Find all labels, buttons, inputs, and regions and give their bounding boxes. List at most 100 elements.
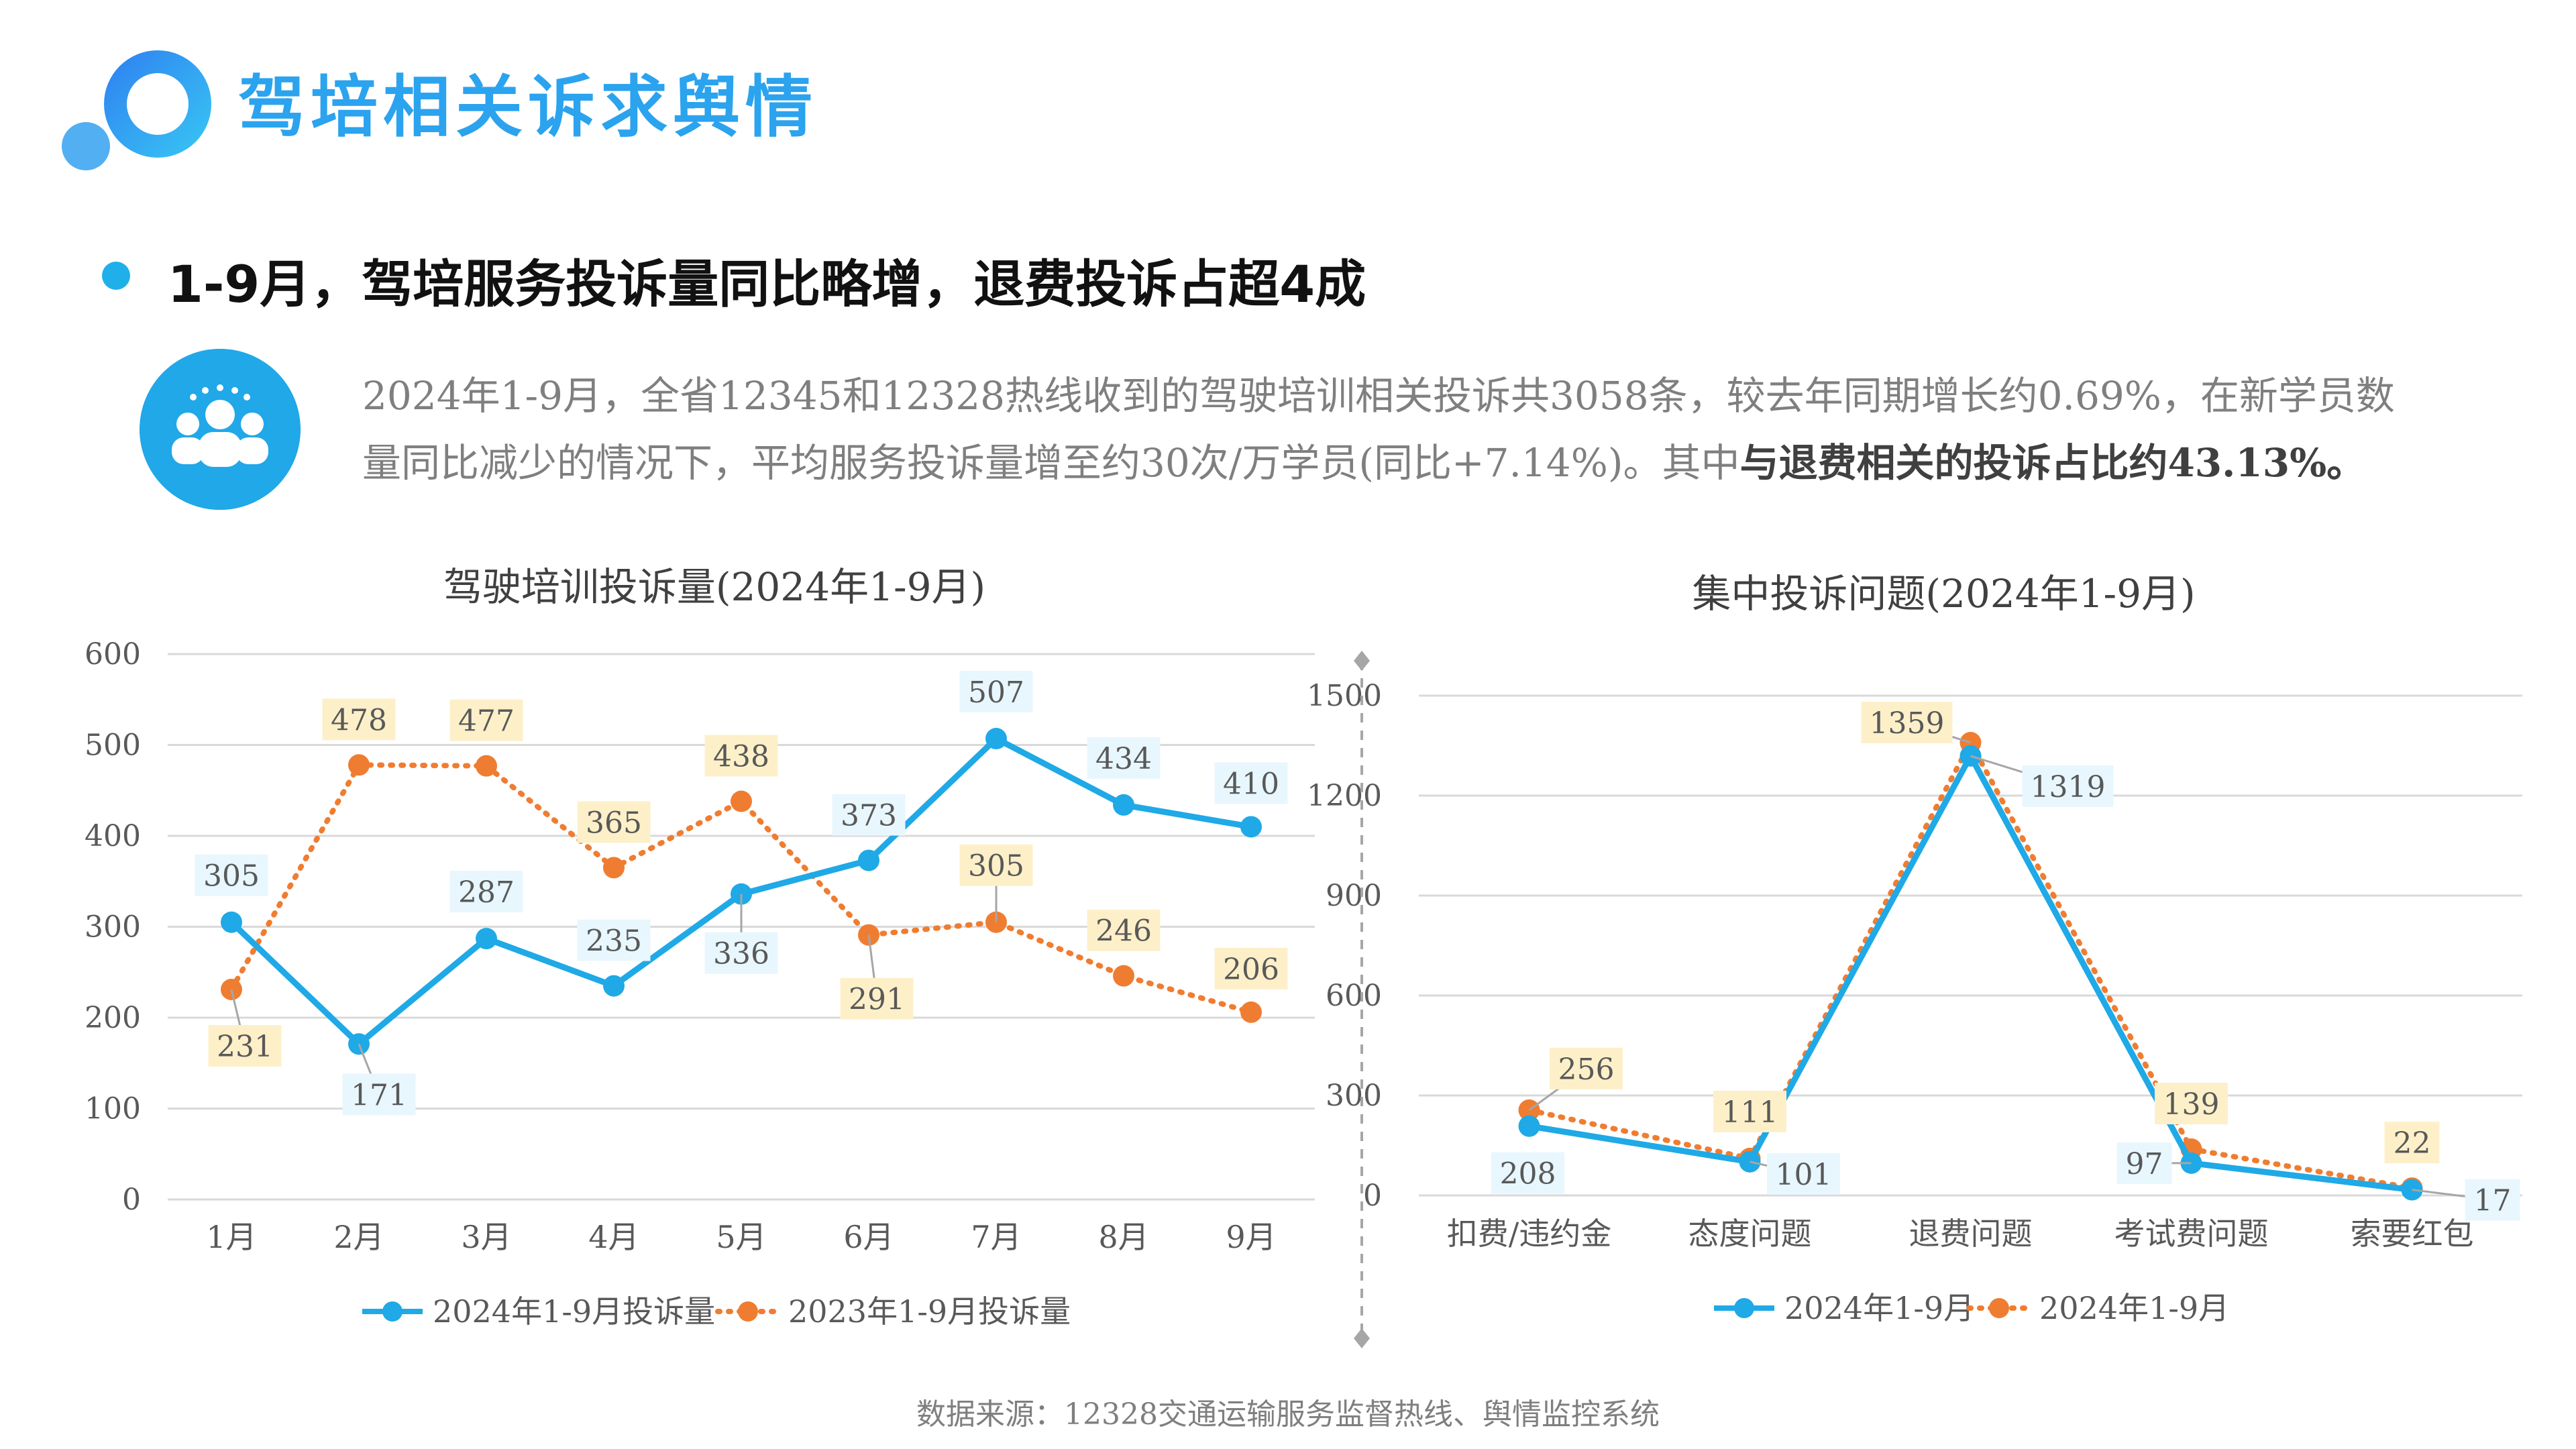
data-label: 477 (458, 704, 515, 739)
data-label-bg (208, 1024, 282, 1067)
legend-label: 2024年1-9月 (2039, 1290, 2229, 1326)
data-point (476, 755, 497, 777)
data-label-bg (2022, 765, 2114, 807)
data-label: 17 (2474, 1184, 2512, 1218)
data-label-bg (840, 977, 914, 1020)
y-tick-label: 600 (85, 637, 141, 672)
y-tick-label: 300 (1326, 1079, 1382, 1113)
x-tick-label: 扣费/违约金 (1447, 1216, 1612, 1252)
data-label-bg (577, 801, 651, 843)
data-label-bg (1713, 1090, 1786, 1132)
data-point (348, 754, 370, 776)
data-point (1240, 1001, 1262, 1023)
y-tick-label: 300 (85, 910, 141, 945)
data-label: 1319 (2031, 770, 2106, 804)
data-point (985, 728, 1007, 750)
headline-bullet (102, 262, 130, 290)
x-tick-label: 4月 (588, 1219, 639, 1255)
data-label-bg (1214, 947, 1288, 989)
data-point (476, 928, 497, 950)
summary-line-1: 2024年1-9月，全省12345和12328热线收到的驾驶培训相关投诉共305… (362, 373, 2395, 419)
data-point (1113, 965, 1134, 987)
x-tick-label: 6月 (843, 1219, 894, 1255)
summary-line-2-normal: 量同比减少的情况下，平均服务投诉量增至约30次/万学员(同比+7.14%)。其中 (362, 440, 1740, 486)
people-group-icon (140, 349, 301, 510)
data-label-bg (832, 794, 906, 836)
data-label-bg (342, 1073, 416, 1116)
data-label-bg (1087, 737, 1161, 779)
data-label-bg (2116, 1142, 2172, 1184)
data-point (1518, 1115, 1540, 1137)
summary-line-2-emphasis: 与退费相关的投诉占比约43.13%。 (1739, 440, 2366, 486)
divider-cap-top (1354, 651, 1370, 671)
x-tick-label: 考试费问题 (2114, 1216, 2269, 1252)
data-label: 507 (968, 676, 1024, 710)
data-point (1113, 794, 1134, 816)
data-label-bg (449, 699, 523, 741)
data-label-bg (704, 932, 778, 974)
x-tick-label: 8月 (1098, 1219, 1148, 1255)
data-label: 139 (2163, 1087, 2220, 1122)
data-label: 171 (351, 1078, 407, 1112)
x-tick-label: 7月 (971, 1219, 1021, 1255)
x-tick-label: 退费问题 (1909, 1216, 2033, 1252)
data-label: 336 (713, 937, 769, 971)
series-line (229, 762, 1254, 1015)
data-label: 1359 (1870, 706, 1945, 741)
data-label: 365 (586, 806, 642, 840)
data-label: 478 (331, 703, 387, 737)
legend-label: 2023年1-9月投诉量 (788, 1293, 1071, 1330)
data-label-bg (1087, 909, 1161, 951)
legend-marker (1734, 1298, 1754, 1318)
chart-title: 驾驶培训投诉量(2024年1-9月) (443, 564, 985, 610)
data-label-bg (1550, 1047, 1623, 1089)
data-label: 256 (1558, 1053, 1615, 1087)
data-label: 208 (1500, 1157, 1556, 1191)
data-label: 305 (968, 849, 1024, 883)
x-tick-label: 1月 (206, 1219, 256, 1255)
data-point (603, 857, 625, 879)
y-tick-label: 0 (122, 1183, 141, 1217)
y-tick-label: 400 (85, 819, 141, 853)
data-label: 206 (1223, 953, 1279, 987)
legend-label: 2024年1-9月 (1784, 1290, 1974, 1326)
y-tick-label: 600 (1326, 979, 1382, 1013)
data-point (1240, 816, 1262, 838)
data-label: 97 (2126, 1147, 2163, 1181)
x-tick-label: 索要红包 (2351, 1216, 2474, 1252)
data-label-bg (2465, 1179, 2520, 1221)
data-point (221, 911, 242, 933)
data-label: 111 (1722, 1095, 1778, 1130)
data-label-bg (449, 871, 523, 913)
legend-marker (382, 1301, 402, 1322)
data-label-bg (1491, 1152, 1564, 1194)
x-tick-label: 2月 (333, 1219, 384, 1255)
data-label-bg (704, 735, 778, 777)
data-label: 287 (458, 875, 515, 910)
data-label-bg (322, 698, 396, 741)
y-tick-label: 500 (85, 729, 141, 763)
data-label: 410 (1223, 767, 1279, 801)
data-label: 101 (1776, 1158, 1832, 1192)
divider-cap-bottom (1354, 1328, 1370, 1348)
data-point (858, 849, 879, 871)
y-tick-label: 0 (1363, 1179, 1382, 1213)
legend-label: 2024年1-9月投诉量 (433, 1293, 715, 1330)
y-tick-label: 1500 (1307, 679, 1382, 713)
data-label-bg (2155, 1082, 2228, 1124)
data-label: 438 (713, 740, 769, 774)
series-line (1528, 753, 2413, 1193)
data-label: 434 (1095, 742, 1152, 776)
data-label: 22 (2394, 1126, 2431, 1161)
summary-text: 2024年1-9月，全省12345和12328热线收到的驾驶培训相关投诉共305… (362, 362, 2509, 496)
data-point (731, 790, 752, 812)
data-label: 231 (217, 1030, 273, 1064)
x-tick-label: 3月 (461, 1219, 511, 1255)
y-tick-label: 200 (85, 1001, 141, 1035)
data-label: 246 (1095, 914, 1152, 949)
data-label-bg (1767, 1152, 1840, 1195)
data-label-bg (959, 844, 1033, 886)
series-line (1526, 740, 2415, 1191)
page-title: 驾培相关诉求舆情 (238, 68, 818, 146)
data-source: 数据来源：12328交通运输服务监督热线、舆情监控系统 (916, 1397, 1660, 1432)
